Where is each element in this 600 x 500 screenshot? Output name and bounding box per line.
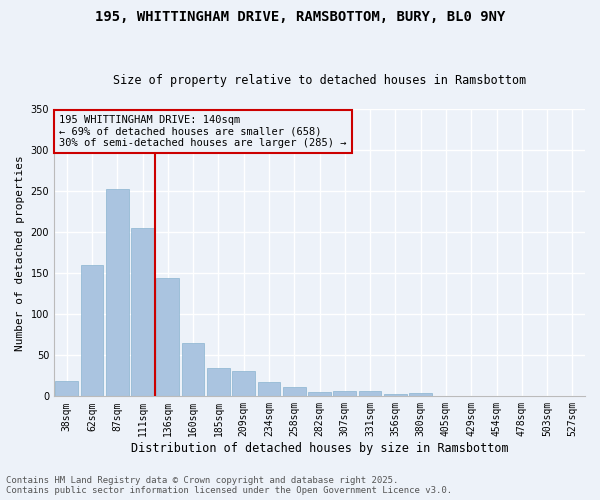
Bar	[55, 380, 78, 396]
Text: Contains HM Land Registry data © Crown copyright and database right 2025.
Contai: Contains HM Land Registry data © Crown c…	[6, 476, 452, 495]
Bar	[359, 390, 382, 396]
Bar	[106, 190, 128, 396]
Bar	[80, 265, 103, 396]
Bar	[207, 368, 230, 396]
Text: 195 WHITTINGHAM DRIVE: 140sqm
← 69% of detached houses are smaller (658)
30% of : 195 WHITTINGHAM DRIVE: 140sqm ← 69% of d…	[59, 114, 347, 148]
Bar	[232, 371, 255, 396]
X-axis label: Distribution of detached houses by size in Ramsbottom: Distribution of detached houses by size …	[131, 442, 508, 455]
Bar	[131, 228, 154, 396]
Bar	[283, 388, 305, 396]
Bar	[157, 278, 179, 396]
Text: 195, WHITTINGHAM DRIVE, RAMSBOTTOM, BURY, BL0 9NY: 195, WHITTINGHAM DRIVE, RAMSBOTTOM, BURY…	[95, 10, 505, 24]
Bar	[384, 394, 407, 396]
Bar	[257, 382, 280, 396]
Bar	[308, 392, 331, 396]
Y-axis label: Number of detached properties: Number of detached properties	[15, 155, 25, 350]
Bar	[409, 393, 432, 396]
Bar	[334, 390, 356, 396]
Bar	[182, 343, 205, 396]
Title: Size of property relative to detached houses in Ramsbottom: Size of property relative to detached ho…	[113, 74, 526, 87]
